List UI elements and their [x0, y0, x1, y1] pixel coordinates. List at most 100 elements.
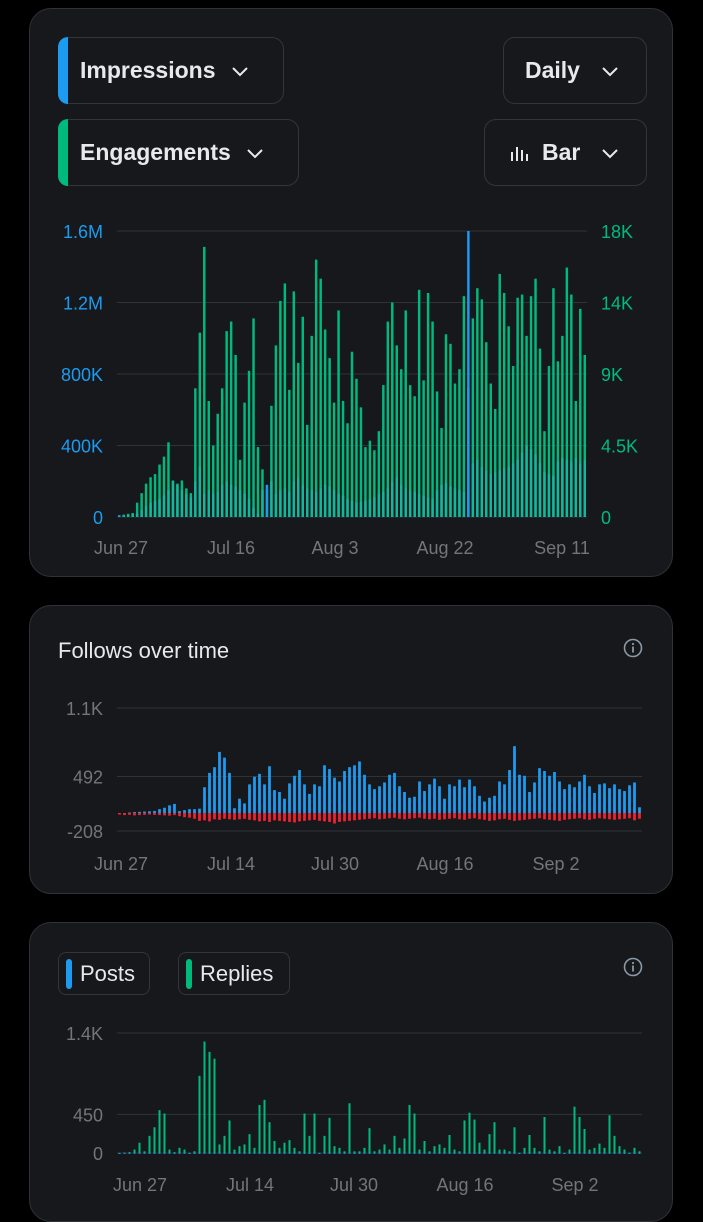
legend-replies-label: Replies [200, 960, 274, 986]
posts-bar [198, 1152, 201, 1154]
follows-loss-bar [518, 813, 521, 821]
follows-gain-bar [248, 784, 251, 813]
follows-loss-bar [578, 813, 581, 819]
posts-bar [448, 1152, 451, 1154]
follows-loss-bar [583, 813, 586, 820]
impressions-color-marker [58, 37, 68, 104]
x-tick: Jul 14 [207, 854, 255, 874]
engagements-bar [471, 318, 475, 517]
impressions-bar [538, 463, 542, 517]
engagements-bar [408, 385, 412, 517]
impressions-bar [158, 499, 161, 517]
follows-gain-bar [608, 788, 611, 813]
posts-bar [138, 1152, 141, 1154]
legend-replies[interactable]: Replies [178, 952, 290, 995]
impressions-bar [216, 491, 219, 517]
follows-loss-bar [453, 813, 456, 819]
metric1-select[interactable]: Impressions [58, 37, 284, 104]
follows-loss-bar [523, 813, 526, 820]
y-tick: 1.4K [66, 1024, 103, 1044]
follows-gain-bar [218, 751, 221, 813]
posts-bar [508, 1152, 511, 1154]
impressions-bar [453, 488, 457, 517]
impressions-bar [494, 472, 497, 517]
metric2-select[interactable]: Engagements [58, 119, 299, 186]
follows-gain-bar [613, 784, 616, 813]
follows-loss-bar [248, 813, 251, 820]
engagements-bar [494, 408, 497, 517]
replies-bar [443, 1147, 446, 1153]
follows-loss-bar [233, 813, 236, 820]
bar-chart-icon [510, 144, 528, 162]
replies-bar [568, 1149, 571, 1153]
interval-select[interactable]: Daily [503, 37, 647, 104]
replies-bar [548, 1149, 551, 1153]
chart-type-select[interactable]: Bar [484, 119, 647, 186]
impressions-bar [476, 459, 479, 517]
engagements-bar [310, 335, 313, 517]
posts-bar [283, 1152, 286, 1154]
y-right-tick: 18K [601, 222, 633, 242]
follows-gain-bar [343, 771, 346, 813]
posts-bar [343, 1152, 346, 1154]
replies-color-swatch [186, 958, 192, 989]
follows-gain-bar [133, 812, 136, 814]
engagements-bar [525, 335, 528, 517]
impressions-bar [212, 493, 215, 517]
y-right-tick: 9K [601, 365, 623, 385]
impressions-bar [292, 481, 296, 517]
replies-bar [598, 1143, 601, 1153]
impressions-bar [234, 486, 237, 517]
follows-gain-bar [328, 769, 331, 813]
impressions-bar [408, 490, 412, 517]
engagements-bar [247, 370, 251, 517]
follows-gain-bar [543, 771, 546, 813]
replies-bar [323, 1135, 326, 1153]
follows-gain-bar [438, 786, 441, 813]
impressions-bar [462, 491, 466, 517]
posts-bar [398, 1152, 401, 1154]
replies-bar [218, 1144, 221, 1153]
posts-bar [208, 1152, 211, 1154]
replies-bar [308, 1135, 311, 1153]
follows-gain-bar [493, 795, 496, 813]
follows-gain-bar [348, 767, 351, 813]
impressions-bar [131, 514, 134, 517]
posts-bar [238, 1152, 241, 1154]
follows-gain-bar [193, 809, 196, 813]
replies-bar [468, 1112, 471, 1153]
legend-posts[interactable]: Posts [58, 952, 150, 995]
info-icon[interactable] [623, 957, 643, 977]
posts-bar [623, 1152, 626, 1154]
impressions-bar [261, 490, 264, 517]
follows-gain-bar [548, 775, 551, 813]
engagements-bar [328, 358, 331, 517]
impressions-bar [391, 481, 394, 517]
follows-loss-bar [223, 813, 226, 819]
follows-loss-bar [438, 813, 441, 820]
engagements-bar [413, 396, 416, 517]
engagements-bar [547, 366, 551, 517]
posts-bar [188, 1152, 191, 1154]
x-tick: Aug 22 [416, 538, 473, 558]
posts-bar [118, 1152, 121, 1154]
replies-bar [618, 1146, 621, 1153]
replies-bar [488, 1134, 491, 1153]
replies-bar [298, 1151, 301, 1153]
follows-gain-bar [313, 784, 316, 813]
info-icon[interactable] [623, 638, 643, 658]
follows-loss-bar [423, 813, 426, 819]
posts-bar [418, 1152, 421, 1154]
follows-gain-bar [638, 807, 641, 813]
posts-bar [328, 1152, 331, 1154]
follows-loss-bar [588, 813, 591, 820]
posts-bar [248, 1152, 251, 1154]
follows-loss-bar [218, 813, 221, 820]
follows-loss-bar [278, 813, 281, 821]
posts-bar [253, 1152, 256, 1154]
y-left-tick: 1.6M [63, 222, 103, 242]
follows-loss-bar [188, 813, 191, 818]
interval-label: Daily [525, 57, 580, 83]
engagements-bar [238, 459, 242, 517]
follows-gain-bar [528, 792, 531, 813]
